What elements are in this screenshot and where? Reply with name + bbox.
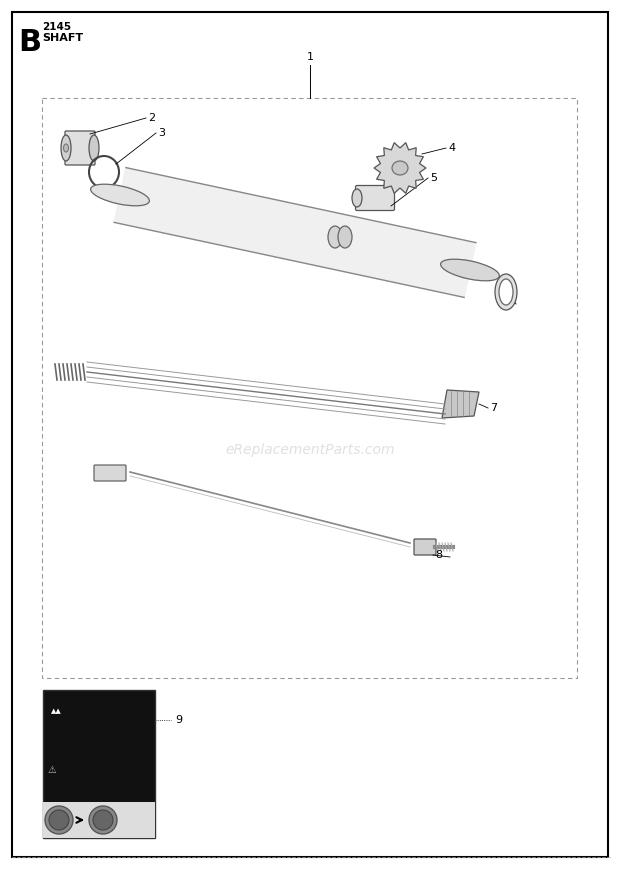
Ellipse shape bbox=[392, 161, 408, 175]
FancyBboxPatch shape bbox=[94, 465, 126, 481]
Text: 1: 1 bbox=[306, 52, 314, 62]
Bar bbox=[43, 802, 155, 838]
Ellipse shape bbox=[441, 259, 499, 281]
Bar bbox=[42, 98, 577, 678]
FancyBboxPatch shape bbox=[414, 539, 436, 555]
Text: ⚠: ⚠ bbox=[48, 765, 57, 775]
Ellipse shape bbox=[89, 135, 99, 161]
Circle shape bbox=[49, 810, 69, 830]
Text: SHAFT: SHAFT bbox=[42, 33, 83, 43]
Ellipse shape bbox=[61, 135, 71, 161]
Circle shape bbox=[89, 806, 117, 834]
Ellipse shape bbox=[495, 274, 517, 310]
Text: B: B bbox=[18, 28, 41, 57]
Polygon shape bbox=[114, 168, 476, 297]
Text: eReplacementParts.com: eReplacementParts.com bbox=[225, 443, 395, 457]
Text: 9: 9 bbox=[175, 715, 182, 725]
Text: 2: 2 bbox=[148, 113, 155, 123]
Text: 6: 6 bbox=[507, 280, 514, 290]
Ellipse shape bbox=[328, 226, 342, 248]
Text: 8: 8 bbox=[435, 550, 442, 560]
Ellipse shape bbox=[499, 279, 513, 305]
Bar bbox=[43, 690, 155, 838]
Polygon shape bbox=[374, 143, 426, 193]
Ellipse shape bbox=[352, 189, 362, 207]
Ellipse shape bbox=[63, 144, 68, 152]
Text: 4: 4 bbox=[448, 143, 455, 153]
FancyBboxPatch shape bbox=[65, 131, 95, 165]
FancyBboxPatch shape bbox=[355, 185, 394, 210]
Polygon shape bbox=[442, 390, 479, 418]
Text: 7: 7 bbox=[490, 403, 497, 413]
Text: 5: 5 bbox=[430, 173, 437, 183]
Circle shape bbox=[93, 810, 113, 830]
Text: 3: 3 bbox=[158, 128, 165, 138]
Circle shape bbox=[45, 806, 73, 834]
Text: 2145: 2145 bbox=[42, 22, 71, 32]
Ellipse shape bbox=[91, 184, 149, 206]
Ellipse shape bbox=[338, 226, 352, 248]
Text: ▲▲: ▲▲ bbox=[51, 708, 62, 714]
